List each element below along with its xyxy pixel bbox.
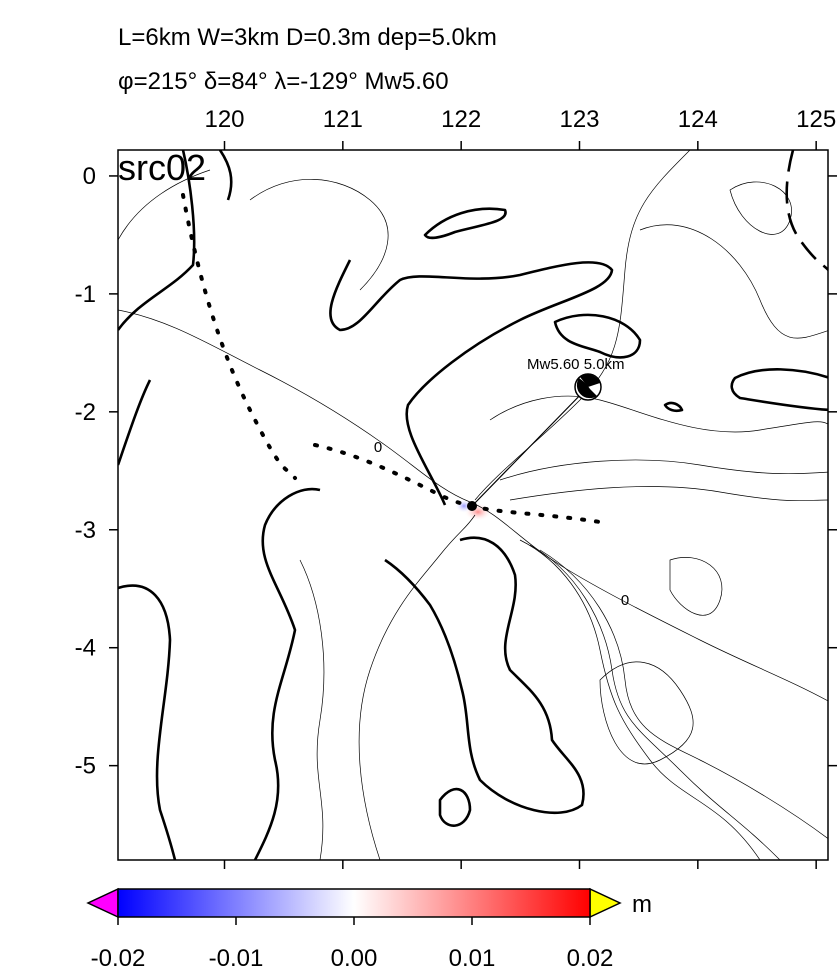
x-tick-label: 120 [204,106,244,133]
colorbar-unit: m [632,891,652,918]
map-frame [117,149,829,861]
x-tick-label: 123 [559,106,599,133]
y-tick-label: -3 [75,517,96,544]
colorbar-tick-label: 0.00 [331,945,378,972]
colorbar [117,888,591,918]
y-tick-label: -1 [75,281,96,308]
colorbar-tick-label: 0.02 [567,945,614,972]
contours [118,150,828,860]
colorbar-over [589,887,622,919]
colorbar-tick-label: 0.01 [449,945,496,972]
x-tick-label: 122 [441,106,481,133]
colorbar-tick-label: -0.02 [91,945,146,972]
y-tick-label: -4 [75,635,96,662]
source-label: Mw5.60 5.0km [527,356,625,373]
y-tick-label: -5 [75,753,96,780]
y-tick-label: -2 [75,399,96,426]
colorbar-tick-label: -0.01 [209,945,264,972]
title-line-1: L=6km W=3km D=0.3m dep=5.0km [118,24,497,51]
panel-label: src02 [118,147,206,188]
x-tick-label: 124 [678,106,718,133]
contour-label: 0 [374,439,382,456]
contour-label: 0 [621,592,629,609]
x-tick-label: 125 [796,106,836,133]
title-line-2: φ=215° δ=84° λ=-129° Mw5.60 [118,68,449,95]
y-tick-label: 0 [83,163,96,190]
x-tick-label: 121 [323,106,363,133]
colorbar-under [86,887,119,919]
